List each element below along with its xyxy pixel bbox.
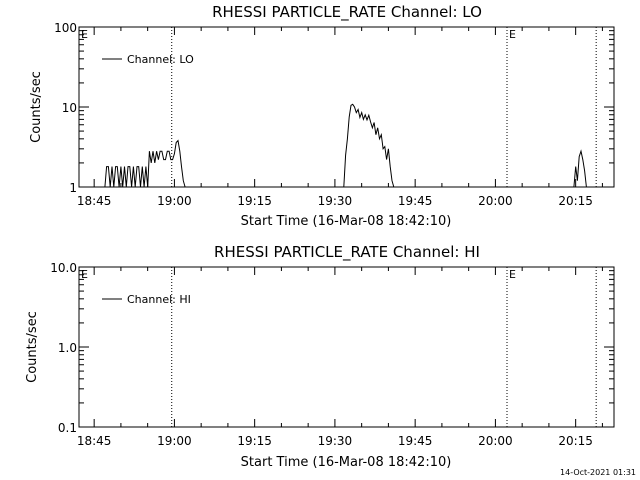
lo-legend: Channel: LO bbox=[102, 53, 194, 66]
lo-xtick-label-5: 20:00 bbox=[478, 194, 513, 208]
lo-xtick-label-2: 19:15 bbox=[237, 194, 272, 208]
lo-series-segment-1 bbox=[343, 103, 395, 188]
lo-plot-frame bbox=[78, 26, 615, 188]
lo-xtick-label-4: 19:45 bbox=[398, 194, 433, 208]
lo-event-label-2: E bbox=[509, 28, 516, 41]
hi-ytick-label-2: 10.0 bbox=[50, 261, 77, 275]
hi-event-label-0: E bbox=[81, 268, 88, 281]
lo-y-axis-label: Counts/sec bbox=[29, 71, 44, 143]
lo-legend-label: Channel: LO bbox=[127, 53, 194, 66]
lo-xtick-label-3: 19:30 bbox=[318, 194, 353, 208]
hi-xtick-label-6: 20:15 bbox=[558, 434, 593, 448]
footer-timestamp: 14-Oct-2021 01:31 bbox=[560, 468, 636, 477]
lo-x-axis-label: Start Time (16-Mar-08 18:42:10) bbox=[241, 214, 452, 229]
hi-xtick-label-1: 19:00 bbox=[157, 434, 192, 448]
hi-xtick-label-4: 19:45 bbox=[398, 434, 433, 448]
lo-xtick-label-6: 20:15 bbox=[558, 194, 593, 208]
lo-series bbox=[104, 103, 587, 188]
lo-ytick-label-1: 10 bbox=[62, 101, 77, 115]
lo-series-segment-0 bbox=[104, 139, 186, 188]
lo-ytick-label-2: 100 bbox=[54, 21, 77, 35]
lo-xtick-label-0: 18:45 bbox=[77, 194, 112, 208]
hi-event-label-2: E bbox=[509, 268, 516, 281]
hi-x-axis-label: Start Time (16-Mar-08 18:42:10) bbox=[241, 455, 452, 470]
hi-ytick-label-1: 1.0 bbox=[58, 341, 77, 355]
hi-plot-frame bbox=[78, 266, 615, 428]
lo-series-segment-2 bbox=[573, 149, 587, 188]
lo-ticks: 18:45 19:00 19:15 19:30 19:45 20:00 20:15 1 10 10… bbox=[54, 21, 614, 208]
hi-xtick-label-2: 19:15 bbox=[237, 434, 272, 448]
lo-channel-panel: RHESSI PARTICLE_RATE Channel: LO Counts/… bbox=[29, 3, 615, 229]
hi-xtick-label-0: 18:45 bbox=[77, 434, 112, 448]
lo-event-label-0: E bbox=[81, 28, 88, 41]
lo-ytick-label-0: 1 bbox=[69, 181, 77, 195]
hi-legend-label: Channel: HI bbox=[127, 293, 191, 306]
lo-chart-title: RHESSI PARTICLE_RATE Channel: LO bbox=[212, 3, 482, 22]
hi-ytick-label-0: 0.1 bbox=[58, 421, 77, 435]
hi-legend: Channel: HI bbox=[102, 293, 191, 306]
hi-y-axis-label: Counts/sec bbox=[25, 311, 40, 383]
hi-chart-title: RHESSI PARTICLE_RATE Channel: HI bbox=[214, 243, 480, 262]
hi-xtick-label-3: 19:30 bbox=[318, 434, 353, 448]
hi-xtick-label-5: 20:00 bbox=[478, 434, 513, 448]
hi-ticks: 18:45 19:00 19:15 19:30 19:45 20:00 20:15 0.1 1.… bbox=[50, 261, 614, 448]
lo-xtick-label-1: 19:00 bbox=[157, 194, 192, 208]
hi-channel-panel: RHESSI PARTICLE_RATE Channel: HI Counts/… bbox=[25, 243, 615, 470]
